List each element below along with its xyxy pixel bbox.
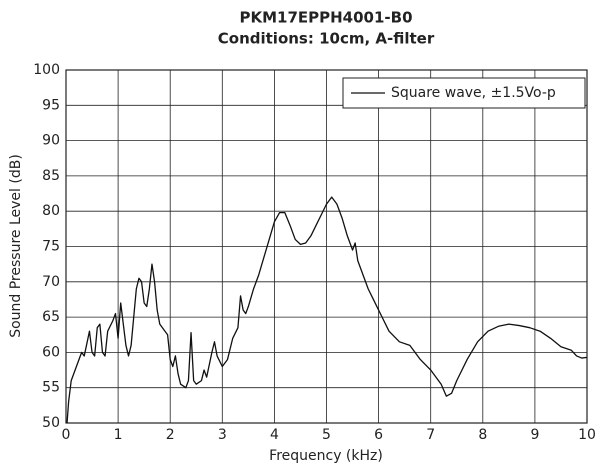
chart-subtitle: Conditions: 10cm, A-filter [218, 30, 435, 48]
x-tick-label: 6 [374, 427, 383, 443]
x-tick-label: 10 [578, 427, 596, 443]
x-tick-label: 2 [166, 427, 175, 443]
x-tick-label: 1 [114, 427, 123, 443]
y-tick-label: 85 [42, 168, 60, 184]
x-axis-label: Frequency (kHz) [269, 448, 383, 464]
x-tick-label: 5 [322, 427, 331, 443]
line [66, 196, 588, 424]
chart-title: PKM17EPPH4001-B0 [239, 9, 412, 27]
plot-frame [65, 69, 588, 424]
x-tick-label: 8 [478, 427, 487, 443]
y-tick-label: 50 [42, 415, 60, 431]
y-tick-label: 75 [42, 239, 60, 255]
x-tick-label: 9 [530, 427, 539, 443]
y-tick-label: 80 [42, 203, 60, 219]
x-tick-label: 7 [426, 427, 435, 443]
x-tick-label: 0 [62, 427, 71, 443]
y-tick-label: 70 [42, 274, 60, 290]
y-axis-label: Sound Pressure Level (dB) [8, 154, 24, 338]
x-tick-label: 3 [218, 427, 227, 443]
y-tick-label: 95 [42, 97, 60, 113]
y-tick-label: 90 [42, 133, 60, 149]
legend-label: Square wave, ±1.5Vo-p [391, 85, 556, 101]
y-tick-label: 65 [42, 309, 60, 325]
y-tick-label: 55 [42, 380, 60, 396]
x-tick-label: 4 [270, 427, 279, 443]
y-tick-label: 100 [33, 62, 60, 78]
y-tick-label: 60 [42, 344, 60, 360]
